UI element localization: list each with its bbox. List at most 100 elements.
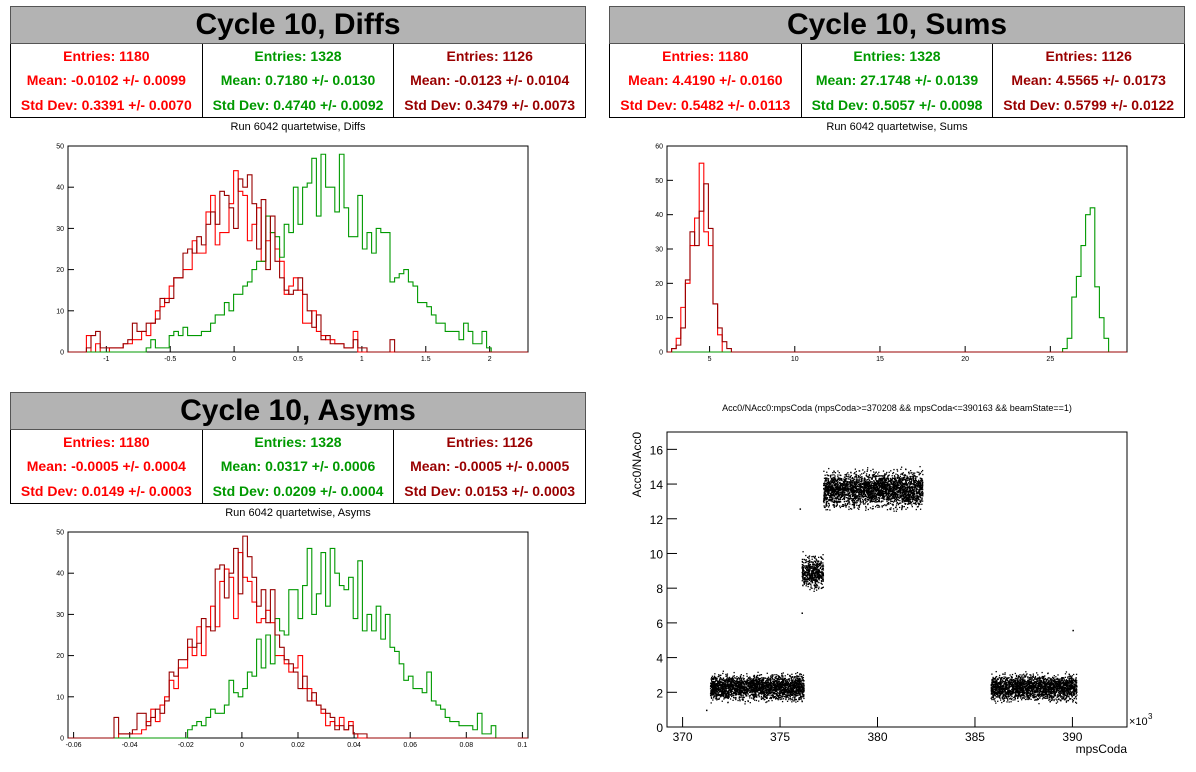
scatter-point (761, 685, 763, 687)
scatter-point (791, 681, 793, 683)
scatter-point (860, 478, 863, 481)
scatter-point (866, 491, 868, 493)
scatter-point (732, 686, 734, 688)
scatter-point (726, 680, 728, 682)
scatter-point (801, 572, 804, 575)
scatter-point (733, 688, 735, 690)
scatter-point (804, 578, 806, 580)
scatter-point (920, 479, 922, 482)
scatter-point (739, 675, 742, 677)
scatter-point (802, 695, 805, 698)
scatter-point (713, 687, 716, 689)
scatter-point (844, 504, 846, 506)
scatter-point (920, 484, 923, 487)
entries-label: Entries: 1180 (63, 434, 150, 451)
scatter-point (785, 697, 787, 699)
scatter-point (805, 571, 807, 574)
scatter-point (775, 693, 778, 695)
asyms-title: Cycle 10, Asyms (10, 392, 586, 430)
scatter-point (712, 680, 714, 683)
scatter-point (899, 483, 901, 485)
scatter-point (885, 493, 888, 496)
scatter-point (810, 579, 813, 581)
scatter-point (771, 685, 773, 687)
scatter-point (735, 685, 737, 687)
scatter-point (808, 562, 810, 564)
scatter-point (773, 682, 775, 684)
scatter-point (770, 675, 772, 677)
scatter-point (813, 588, 816, 590)
hist2-xtick-label: 0.06 (403, 742, 417, 749)
scatter-point (882, 500, 884, 502)
scatter-point (821, 587, 823, 589)
scatter-point (812, 561, 814, 564)
hist0-xtick-label: 1 (360, 356, 364, 363)
scatter-point (719, 690, 721, 693)
scatter-point (836, 503, 838, 505)
scatter-point (851, 483, 853, 485)
scatter-point (872, 474, 875, 477)
hist2-ytick-label: 40 (56, 571, 64, 578)
scatter-point (906, 476, 909, 479)
scatter-point (918, 474, 920, 476)
scatter-point (903, 496, 906, 498)
scatter-point (780, 685, 783, 687)
scatter-point (801, 565, 804, 568)
scatter-point (871, 486, 873, 488)
scatter-point (754, 684, 757, 687)
scatter-point (770, 683, 772, 685)
scatter-point (841, 479, 843, 482)
scatter-point (724, 688, 726, 690)
entries-label: Entries: 1328 (254, 434, 342, 451)
scatter-point (728, 689, 730, 691)
scatter-point (841, 505, 843, 507)
scatter-point (730, 682, 732, 684)
scatter-point (734, 687, 736, 689)
scatter-point (894, 485, 896, 487)
scatter-point (760, 688, 763, 690)
scatter-point (816, 570, 818, 573)
scatter-point (911, 492, 913, 494)
scatter-point (822, 558, 824, 561)
scatter-point (896, 501, 899, 504)
scatter-point (757, 682, 759, 684)
scatter-point (745, 694, 747, 696)
scatter-point (795, 687, 798, 689)
scatter-point (847, 485, 849, 488)
scatter-xtick-label: 375 (770, 730, 790, 744)
scatter-point (776, 681, 778, 683)
scatter-point (915, 485, 917, 487)
scatter-ytick-label: 2 (656, 686, 663, 700)
scatter-point (901, 493, 903, 496)
scatter-point (781, 686, 783, 689)
scatter-point (807, 571, 810, 573)
scatter-point (723, 692, 725, 695)
scatter-point (801, 563, 803, 566)
scatter-point (769, 690, 771, 692)
scatter-point (825, 493, 827, 495)
scatter-point (911, 483, 914, 485)
scatter-point (794, 687, 797, 689)
scatter-point (756, 674, 759, 677)
scatter-point (921, 497, 923, 499)
scatter-point (732, 687, 734, 689)
scatter-point (757, 684, 759, 686)
scatter-point (903, 491, 906, 493)
scatter-point (728, 685, 730, 688)
scatter-point (900, 479, 902, 481)
scatter-point (815, 589, 818, 591)
scatter-point (898, 506, 901, 509)
scatter-point (814, 555, 817, 557)
scatter-point (814, 586, 816, 588)
scatter-point (731, 690, 733, 692)
scatter-point (847, 494, 849, 496)
scatter-point (761, 678, 764, 681)
scatter-point (906, 477, 908, 479)
scatter-point (813, 564, 815, 566)
scatter-point (843, 486, 846, 488)
scatter-point (891, 480, 894, 482)
scatter-point (740, 696, 742, 699)
scatter-point (781, 693, 784, 695)
scatter-point (799, 681, 801, 684)
scatter-point (801, 580, 803, 582)
